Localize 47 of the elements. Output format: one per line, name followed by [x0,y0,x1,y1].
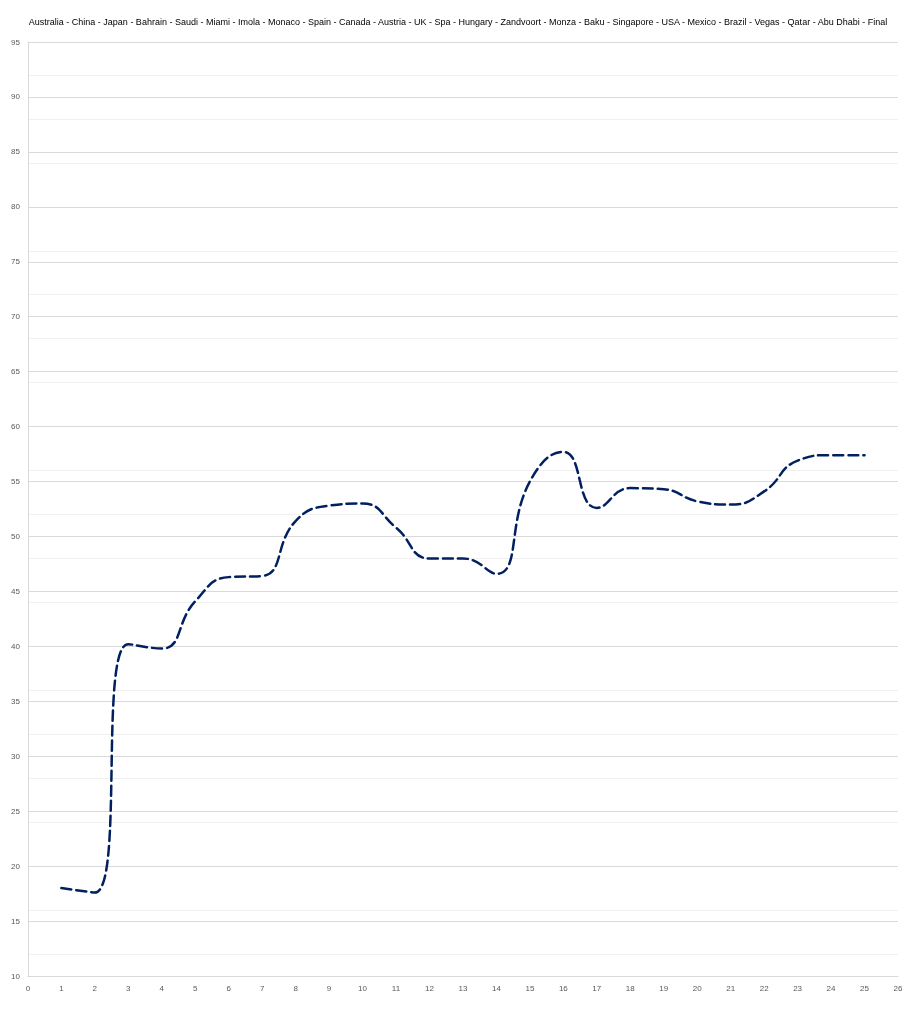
x-tick-label: 23 [793,983,803,993]
y-tick-label: 10 [10,971,21,981]
x-tick-label: 13 [458,983,468,993]
y-tick-label: 55 [10,477,21,487]
y-tick-label: 70 [10,312,21,322]
x-tick-label: 11 [391,983,401,993]
x-tick-label: 10 [358,983,368,993]
y-tick-label: 90 [10,92,21,102]
x-tick-label: 26 [893,983,903,993]
y-tick-label: 85 [10,147,21,157]
x-tick-label: 5 [193,983,198,993]
y-tick-label: 40 [10,641,21,651]
x-tick-label: 4 [159,983,165,993]
x-tick-label: 0 [25,983,31,993]
x-tick-label: 25 [860,983,870,993]
y-tick-label: 50 [10,531,21,541]
y-tick-label: 30 [10,751,21,761]
y-tick-label: 45 [10,586,21,596]
x-tick-label: 6 [226,983,232,993]
y-tick-label: 95 [10,37,21,47]
x-tick-label: 21 [726,983,736,993]
y-tick-label: 20 [10,861,21,871]
y-tick-label: 25 [10,806,21,816]
x-tick-label: 14 [491,983,502,993]
x-tick-label: 16 [558,983,569,993]
chart-title: Australia - China - Japan - Bahrain - Saudi - Miami - Imola - Monaco - Spain - Canada - Austria - UK - Spa - Hungary - Zandvoort - Monza - Baku - Singapore - USA - Mexico - Brazil - Vegas - Qatar - Abu Dhabi - Final [28,16,888,27]
x-tick-label: 7 [259,983,265,993]
y-tick-label: 35 [10,696,21,706]
y-tick-label: 65 [10,367,21,377]
x-tick-label: 24 [826,983,837,993]
x-tick-label: 15 [525,983,535,993]
x-tick-label: 3 [126,983,132,993]
x-tick-label: 9 [326,983,332,993]
x-tick-label: 17 [592,983,602,993]
x-tick-label: 19 [659,983,669,993]
x-tick-label: 12 [425,983,435,993]
x-tick-label: 18 [625,983,636,993]
y-tick-label: 75 [10,257,21,267]
x-tick-label: 20 [692,983,703,993]
x-tick-label: 1 [59,983,65,993]
x-tick-label: 2 [92,983,98,993]
x-tick-label: 22 [759,983,770,993]
line-series [60,450,866,894]
x-tick-label: 8 [293,983,299,993]
y-tick-label: 15 [10,916,21,926]
y-tick-label: 80 [10,202,21,212]
y-tick-label: 60 [10,422,21,432]
